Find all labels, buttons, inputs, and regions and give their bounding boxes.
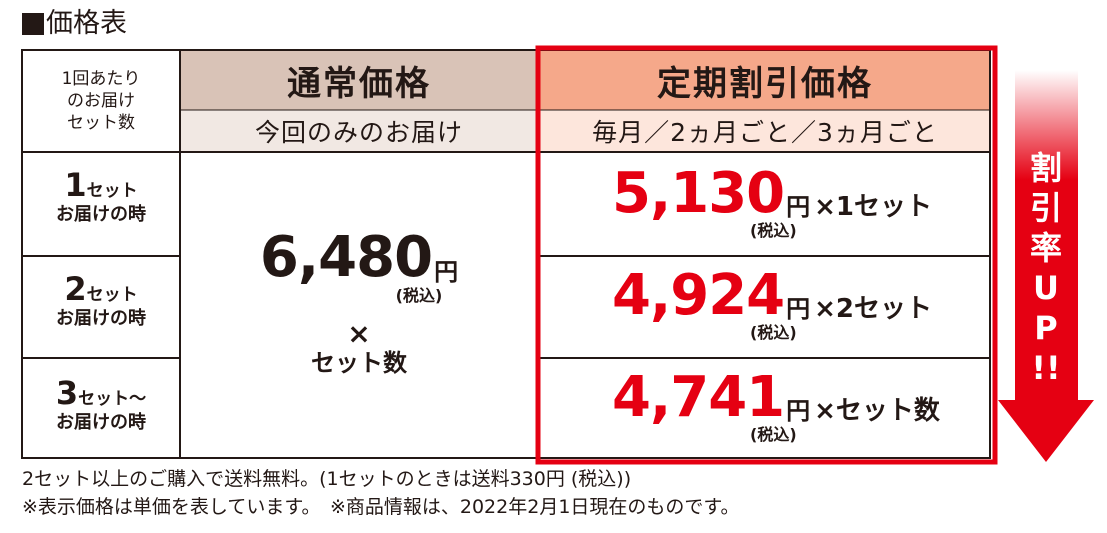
row-1-set: セット <box>86 181 138 201</box>
row-2-set: セット <box>86 285 138 305</box>
row-1-num: 1 <box>64 166 87 204</box>
corner-label: 1回あたり のお届け セット数 <box>22 50 180 152</box>
subscription-tax-3: (税込) <box>750 425 797 444</box>
normal-price-subheading: 今回のみのお届け <box>254 118 463 147</box>
subscription-mult-1: ×1セット <box>814 192 933 222</box>
footer-note-1: 2セット以上のご購入で送料無料。(1セットのときは送料330円 (税込)) <box>22 468 632 490</box>
subscription-price-subheading: 毎月／2ヵ月ごと／3ヵ月ごと <box>592 118 938 147</box>
discount-up-label: 割 引 率 U P !! <box>1020 148 1072 388</box>
subscription-price-1: 5,130 <box>612 161 785 226</box>
subscription-tax-2: (税込) <box>750 323 797 342</box>
corner-line-3: セット数 <box>66 113 135 133</box>
price-table-title: 価格表 <box>22 6 127 42</box>
arrow-char-1: 割 <box>1029 149 1062 187</box>
row-label-2: 2セット お届けの時 <box>22 272 180 332</box>
normal-price-tax: (税込) <box>395 285 443 305</box>
subscription-mult-3: ×セット数 <box>814 396 940 426</box>
subscription-price-3: 4,741 <box>612 365 785 430</box>
subscription-tax-1: (税込) <box>750 221 797 240</box>
corner-line-1: 1回あたり <box>61 69 141 89</box>
normal-price-times: × <box>347 316 371 350</box>
arrow-char-4: U <box>1033 269 1059 307</box>
row-1-sub: お届けの時 <box>56 204 146 225</box>
row-2-sub: お届けの時 <box>56 308 146 329</box>
normal-price-value: 6,480 <box>259 224 433 290</box>
subscription-price-2: 4,924 <box>612 263 785 328</box>
title-text: 価格表 <box>46 8 127 39</box>
normal-price-cell: 6,480 円 (税込) × セット数 <box>180 152 538 455</box>
normal-price-heading: 通常価格 <box>287 63 431 104</box>
row-2-num: 2 <box>64 270 87 308</box>
arrow-char-2: 引 <box>1029 189 1062 227</box>
row-label-1: 1セット お届けの時 <box>22 168 180 228</box>
row-3-set: セット～ <box>78 389 147 409</box>
footer-note-2: ※表示価格は単価を表しています。 ※商品情報は、2022年2月1日現在のものです… <box>22 496 740 518</box>
subscription-price-row-3: 4,741 円 ×セット数 (税込) <box>540 358 990 458</box>
arrow-char-5: P <box>1034 309 1058 347</box>
arrow-char-6: !! <box>1031 349 1061 387</box>
corner-line-2: のお届け <box>66 91 135 111</box>
normal-price-per-set: セット数 <box>311 348 407 377</box>
subscription-price-row-2: 4,924 円 ×2セット (税込) <box>540 256 990 356</box>
subscription-price-row-1: 5,130 円 ×1セット (税込) <box>540 154 990 254</box>
subscription-price-heading: 定期割引価格 <box>657 63 873 104</box>
row-3-num: 3 <box>55 374 79 412</box>
row-3-sub: お届けの時 <box>56 412 146 433</box>
subscription-mult-2: ×2セット <box>814 294 933 324</box>
arrow-char-3: 率 <box>1029 229 1062 267</box>
row-label-3: 3セット～ お届けの時 <box>22 376 180 436</box>
square-bullet-icon <box>22 13 44 35</box>
